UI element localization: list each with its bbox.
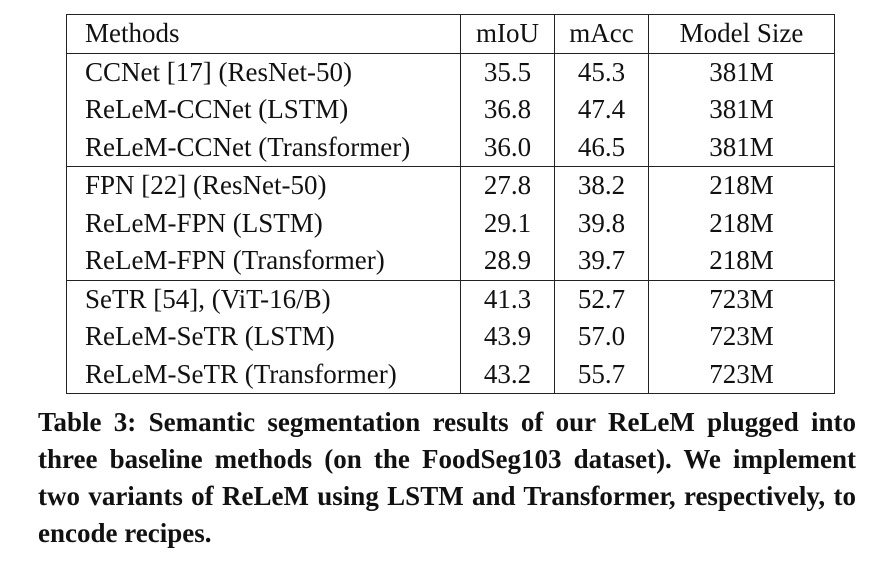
miou-cell: 36.0 <box>460 128 555 167</box>
header-model-size: Model Size <box>648 14 835 53</box>
macc-cell: 52.7 <box>554 279 649 318</box>
model-size-cell: 381M <box>648 53 835 91</box>
method-cell: FPN [22] (ResNet-50) <box>66 166 461 205</box>
table-caption: Table 3: Semantic segmentation results o… <box>38 407 856 548</box>
table-row: SeTR [54], (ViT-16/B) 41.3 52.7 723M <box>66 279 835 318</box>
miou-cell: 43.9 <box>460 318 555 356</box>
table-group: CCNet [17] (ResNet-50) 35.5 45.3 381M ReLeM-… <box>67 53 835 167</box>
model-size-cell: 381M <box>648 128 835 167</box>
macc-cell: 57.0 <box>554 318 649 356</box>
model-size-cell: 723M <box>648 318 835 356</box>
method-cell: ReLeM-FPN (Transformer) <box>85 245 385 276</box>
macc-cell: 45.3 <box>554 53 649 91</box>
model-size-cell: 218M <box>648 166 835 205</box>
macc-cell: 38.2 <box>554 166 649 205</box>
model-size-cell: 218M <box>648 242 835 280</box>
table-row: CCNet [17] (ResNet-50) 35.5 45.3 381M <box>67 53 835 91</box>
method-cell: ReLeM-CCNet (Transformer) <box>85 131 411 162</box>
miou-cell: 27.8 <box>460 166 555 205</box>
table-row: ReLeM-CCNet (LSTM) 36.8 47.4 381M <box>67 91 835 129</box>
method-cell: ReLeM-SeTR (Transformer) <box>85 358 397 389</box>
table-row: ReLeM-SeTR (Transformer) 43.2 55.7 723M <box>67 355 835 394</box>
model-size-cell: 723M <box>648 355 835 394</box>
table-row: ReLeM-CCNet (Transformer) 36.0 46.5 381M <box>67 128 835 167</box>
header-miou: mIoU <box>460 14 555 53</box>
method-cell: SeTR [54], (ViT-16/B) <box>66 279 461 318</box>
table-group: SeTR [54], (ViT-16/B) 41.3 52.7 723M ReLeM-S… <box>66 279 835 394</box>
miou-cell: 29.1 <box>460 204 555 242</box>
miou-cell: 28.9 <box>460 242 555 280</box>
miou-cell: 35.5 <box>460 53 555 91</box>
table-row: ReLeM-SeTR (LSTM) 43.9 57.0 723M <box>67 318 835 356</box>
method-cell: ReLeM-SeTR (LSTM) <box>85 321 335 352</box>
model-size-cell: 723M <box>648 279 835 318</box>
miou-cell: 36.8 <box>460 91 555 129</box>
header-methods: Methods <box>85 18 180 49</box>
table-row: ReLeM-FPN (LSTM) 29.1 39.8 218M <box>67 204 835 242</box>
miou-cell: 41.3 <box>460 279 555 318</box>
method-cell: ReLeM-FPN (LSTM) <box>85 207 323 238</box>
table-group: FPN [22] (ResNet-50) 27.8 38.2 218M ReLeM-FP… <box>66 166 835 280</box>
model-size-cell: 381M <box>648 91 835 129</box>
model-size-cell: 218M <box>648 204 835 242</box>
table-row: ReLeM-FPN (Transformer) 28.9 39.7 218M <box>67 242 835 280</box>
macc-cell: 47.4 <box>554 91 649 129</box>
results-table: Methods mIoU mAcc Model Size CCNet [17] … <box>66 14 835 394</box>
table-row: FPN [22] (ResNet-50) 27.8 38.2 218M <box>66 166 835 205</box>
macc-cell: 39.7 <box>554 242 649 280</box>
table-header-row: Methods mIoU mAcc Model Size <box>66 14 835 53</box>
miou-cell: 43.2 <box>460 355 555 394</box>
method-cell: CCNet [17] (ResNet-50) <box>85 56 352 87</box>
method-cell: ReLeM-CCNet (LSTM) <box>85 94 349 125</box>
header-macc: mAcc <box>554 14 649 53</box>
macc-cell: 46.5 <box>554 128 649 167</box>
macc-cell: 39.8 <box>554 204 649 242</box>
macc-cell: 55.7 <box>554 355 649 394</box>
